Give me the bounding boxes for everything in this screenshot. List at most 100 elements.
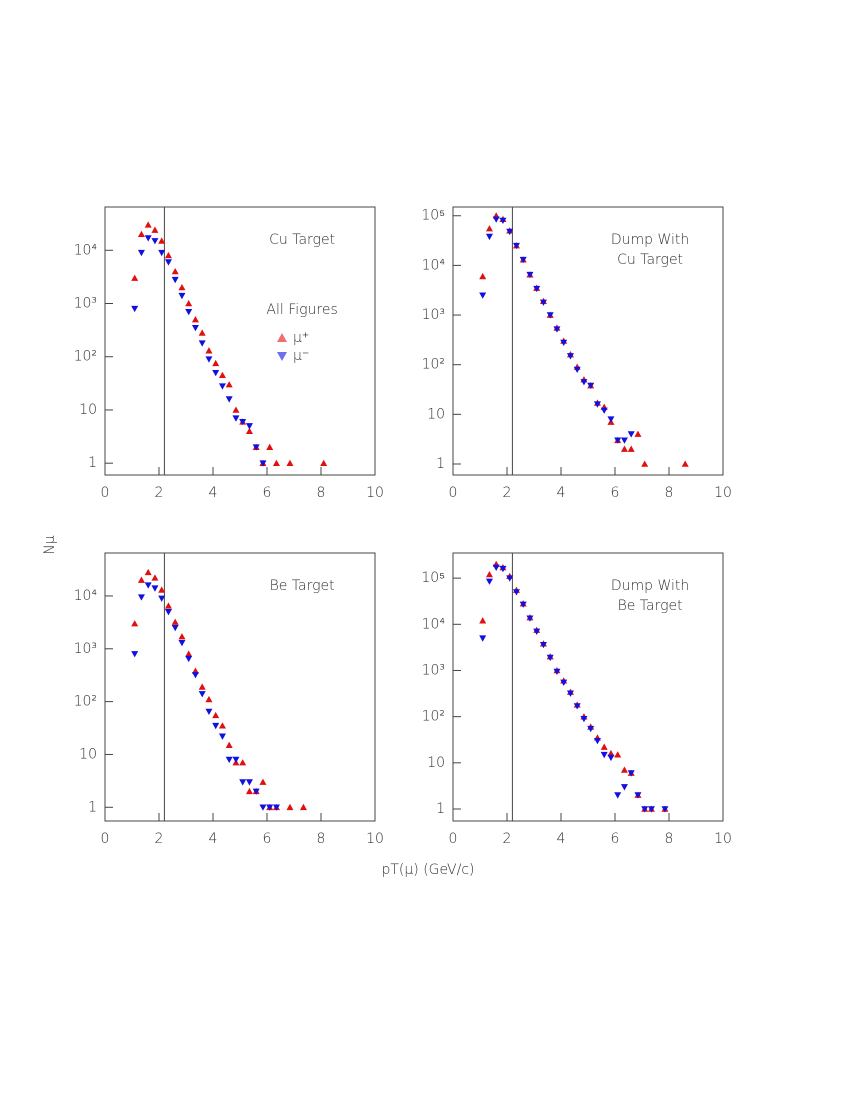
data-point: [512, 242, 520, 250]
data-point: [198, 691, 206, 698]
data-point: [533, 628, 541, 635]
data-point: [553, 668, 561, 676]
y-tick-label: 10³: [74, 641, 97, 657]
data-point: [144, 568, 152, 576]
data-point: [225, 756, 233, 764]
data-point: [218, 733, 226, 740]
y-tick-label: 10⁴: [74, 242, 98, 258]
data-point: [526, 615, 534, 622]
y-tick-label: 10⁴: [74, 588, 98, 604]
x-tick-label: 6: [611, 831, 620, 847]
y-tick-label: 10: [79, 746, 97, 762]
data-point: [225, 741, 233, 748]
data-point: [137, 249, 145, 257]
y-tick-label: 10: [427, 406, 445, 422]
data-point: [232, 415, 240, 422]
data-point: [245, 779, 253, 786]
data-point: [634, 792, 642, 799]
data-point: [620, 445, 628, 452]
data-point: [587, 382, 595, 390]
x-tick-label: 0: [449, 485, 458, 501]
data-point: [259, 804, 267, 811]
panel-label: Be Target: [618, 598, 683, 614]
data-point: [266, 804, 274, 811]
data-point: [198, 683, 206, 690]
x-tick-label: 10: [366, 485, 384, 501]
data-point: [593, 738, 601, 745]
data-point: [286, 803, 294, 811]
data-point: [225, 381, 233, 388]
y-tick-label: 10⁴: [422, 616, 446, 632]
x-tick-label: 10: [714, 485, 732, 501]
data-point: [171, 624, 179, 632]
data-point: [614, 437, 622, 444]
x-tick-label: 6: [263, 485, 272, 501]
data-point: [620, 766, 628, 773]
data-point: [580, 715, 588, 723]
data-point: [533, 285, 541, 293]
data-point: [218, 722, 226, 729]
data-point: [164, 251, 172, 259]
data-point: [627, 445, 635, 452]
data-point: [272, 459, 280, 466]
data-point: [164, 609, 172, 616]
legend-title: All Figures: [266, 302, 337, 318]
data-point: [546, 312, 554, 319]
x-tick-label: 8: [317, 485, 326, 501]
data-point: [185, 655, 193, 663]
data-point: [252, 788, 260, 795]
data-point: [272, 804, 280, 811]
data-point: [178, 633, 186, 640]
data-point: [485, 225, 493, 232]
data-point: [485, 570, 493, 578]
data-point: [137, 594, 145, 601]
data-point: [627, 770, 635, 777]
data-point: [205, 356, 213, 363]
y-tick-label: 1: [88, 799, 97, 815]
data-point: [519, 256, 527, 264]
data-point: [185, 650, 193, 657]
y-tick-label: 10: [427, 755, 445, 771]
data-point: [634, 430, 642, 437]
data-point: [158, 249, 166, 257]
data-point: [218, 383, 226, 390]
data-point: [144, 235, 152, 242]
data-point: [566, 353, 574, 360]
x-tick-label: 6: [611, 485, 620, 501]
data-point: [492, 216, 500, 223]
x-tick-label: 0: [101, 485, 110, 501]
data-point: [573, 366, 581, 373]
y-tick-label: 10³: [422, 307, 445, 323]
y-tick-label: 1: [436, 456, 445, 472]
x-tick-label: 0: [449, 831, 458, 847]
legend-label: μ⁻: [293, 348, 309, 364]
x-tick-label: 4: [209, 485, 218, 501]
y-tick-label: 1: [88, 455, 97, 471]
data-point: [620, 437, 628, 444]
y-tick-label: 10²: [74, 694, 97, 710]
panel-label: Dump With: [611, 232, 689, 248]
data-point: [131, 274, 139, 281]
data-point: [158, 237, 166, 244]
x-tick-label: 2: [503, 485, 512, 501]
x-tick-label: 4: [557, 485, 566, 501]
data-point: [178, 283, 186, 291]
data-point: [137, 230, 145, 238]
x-tick-label: 10: [366, 831, 384, 847]
plot-frame: [104, 206, 376, 476]
data-point: [641, 806, 649, 813]
data-point: [485, 578, 493, 585]
data-point: [600, 751, 608, 759]
legend-marker: [277, 333, 287, 342]
y-tick-label: 10: [79, 402, 97, 418]
plot-frame: [452, 206, 724, 476]
data-point: [580, 379, 588, 386]
data-point: [137, 576, 145, 583]
data-point: [492, 564, 500, 571]
data-point: [600, 743, 608, 750]
data-point: [245, 427, 253, 434]
x-tick-label: 8: [665, 485, 674, 501]
data-point: [299, 803, 307, 811]
data-point: [485, 233, 493, 241]
x-tick-label: 8: [317, 831, 326, 847]
